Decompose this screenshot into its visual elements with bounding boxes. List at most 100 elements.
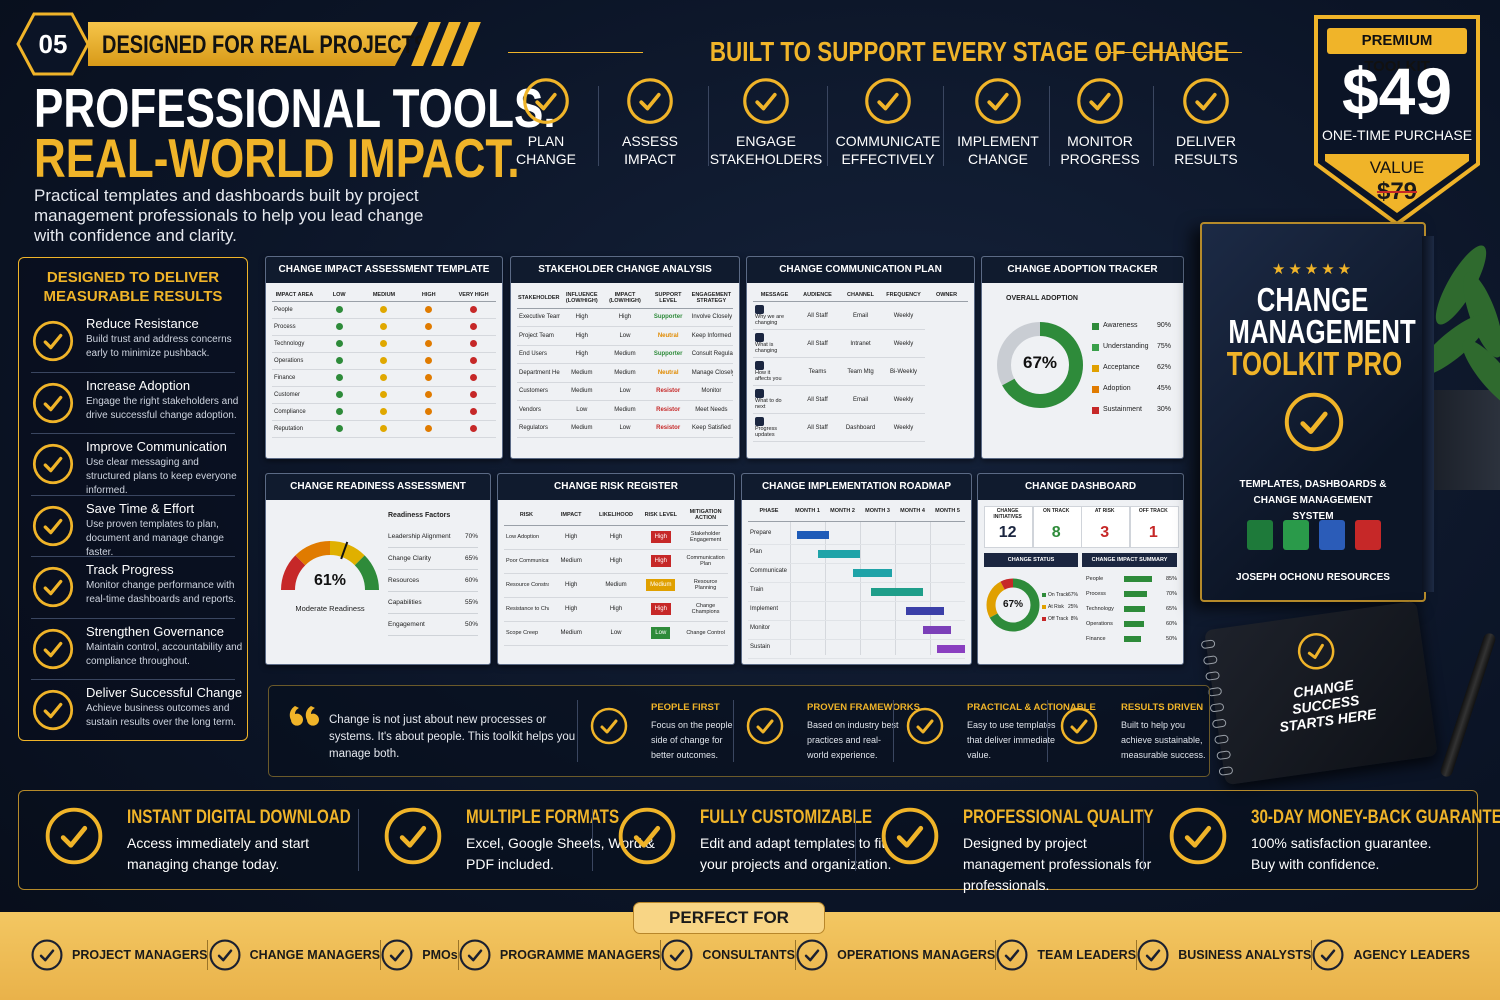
legend-swatch <box>1092 386 1099 393</box>
stage-divider <box>598 86 599 166</box>
stage-label: PROGRESS <box>1060 151 1140 167</box>
rating-dot <box>425 407 433 415</box>
audience-item: PROJECT MANAGERS <box>30 938 207 972</box>
icon-ring <box>32 566 74 608</box>
gauge-marker <box>340 541 349 560</box>
cell: Intranet <box>839 329 882 359</box>
cell: All Staff <box>796 413 839 443</box>
book-title-text: CHANGE <box>1257 281 1369 318</box>
cell: High <box>548 573 594 598</box>
support-cell: Neutral <box>646 363 690 383</box>
table-row: How it affects you Teams Team Mtg Bi-Weekly <box>753 357 968 387</box>
legend-name: Off Track <box>1048 616 1069 622</box>
feature-text: Based on industry best practices and rea… <box>807 720 899 760</box>
rating-dot <box>470 424 478 432</box>
table-row: Department HeadsMediumMediumNeutralManag… <box>517 363 733 383</box>
table-row: Process <box>272 318 496 337</box>
rating-cell <box>406 301 452 320</box>
icon-ring <box>865 78 911 124</box>
headline-text: REAL-WORLD IMPACT. <box>34 127 520 189</box>
column-header: SUPPORT LEVEL <box>646 289 690 309</box>
icon-glyph <box>896 825 924 848</box>
legend-swatch <box>1092 323 1099 330</box>
audience-label: OPERATIONS MANAGERS <box>837 948 996 962</box>
gantt-bar <box>818 550 860 558</box>
icon-ring <box>31 939 63 971</box>
rating-cell <box>316 403 362 422</box>
column-header: MONTH 4 <box>900 508 925 514</box>
level-cell: High <box>638 597 684 622</box>
gantt-bar <box>923 626 951 634</box>
cell: Regulators <box>517 419 561 439</box>
legend-value: 62% <box>1156 364 1171 371</box>
cell-text: Why we are changing <box>755 314 785 327</box>
cell: High <box>593 525 639 550</box>
stage-divider <box>827 86 828 166</box>
pen <box>1439 631 1497 779</box>
template-panel: CHANGE IMPLEMENTATION ROADMAP PHASE MONTH … <box>741 473 972 665</box>
audience-label: CONSULTANTS <box>702 948 796 962</box>
icon <box>746 707 784 745</box>
stage-label: DELIVER <box>1176 133 1236 149</box>
quote-mark <box>289 706 319 726</box>
icon-glyph <box>1307 643 1324 659</box>
icon-ring <box>32 628 74 669</box>
factor-rule <box>388 591 478 592</box>
audience-label: PROGRAMME MANAGERS <box>499 948 661 962</box>
badge-hex <box>16 12 90 76</box>
column-header: IMPACT <box>548 506 594 526</box>
spiral <box>1213 734 1229 745</box>
icon <box>975 78 1021 124</box>
icon-glyph <box>916 719 934 734</box>
row-rule <box>748 601 965 602</box>
row-rule <box>748 563 965 564</box>
table-row: What is changing All Staff Intranet Weekly <box>753 329 968 359</box>
column-header: LOW <box>316 289 362 303</box>
cell: Project Team <box>517 326 561 346</box>
rating-cell <box>406 318 452 337</box>
cell: Why we are changing <box>753 301 796 331</box>
shield-lower <box>1325 154 1469 213</box>
spiral <box>1216 750 1232 761</box>
factor-value: 65% <box>464 555 478 562</box>
impact-bar <box>1124 636 1141 642</box>
rating-dot <box>380 322 388 330</box>
feature-title: RESULTS DRIVEN <box>1121 702 1204 713</box>
feature-divider <box>733 700 734 762</box>
row-icon <box>755 361 764 371</box>
row-label: Technology <box>272 335 317 354</box>
spiral <box>1202 655 1218 666</box>
cell: Stakeholder Engagement <box>683 525 728 550</box>
stage-divider <box>1153 86 1154 166</box>
legend-name: Adoption <box>1103 385 1131 392</box>
rating-dot <box>335 305 343 313</box>
support-cell: Supporter <box>646 308 690 328</box>
legend-name: Awareness <box>1103 322 1138 329</box>
template-panel: CHANGE RISK REGISTER RISK IMPACT LIKELIHOOD… <box>497 473 735 665</box>
column-header: MONTH 5 <box>935 508 960 514</box>
price-value: $79 <box>1376 178 1418 205</box>
legend-value: 8% <box>1070 616 1078 622</box>
price-amount: $49 <box>1341 54 1453 128</box>
column-header: STAKEHOLDER <box>517 289 561 309</box>
cell: Dashboard <box>839 413 882 443</box>
benefit-text: Edit and adapt templates to fit your pro… <box>700 835 892 872</box>
rating-dot <box>470 322 478 330</box>
tile <box>1032 506 1082 548</box>
spiral <box>1205 670 1221 681</box>
rating-cell <box>451 386 496 405</box>
benefit-title: INSTANT DIGITAL DOWNLOAD <box>127 807 407 829</box>
rating-dot <box>425 339 433 347</box>
rating-dot <box>425 305 433 313</box>
impact-name: Process <box>1086 591 1106 597</box>
book-title-accent: TOOLKIT PRO <box>1202 347 1424 380</box>
stage-label: PLAN <box>527 133 565 149</box>
cell: Keep Satisfied <box>689 419 733 439</box>
feature-text: Easy to use templates that deliver immed… <box>967 720 1056 760</box>
audience-row: PROJECT MANAGERS CHANGE MANAGERS PMOs PROGR… <box>30 936 1470 974</box>
icon <box>31 939 63 971</box>
icon-ring <box>384 807 442 865</box>
template-title: CHANGE READINESS ASSESSMENT <box>266 474 490 500</box>
factor-name: Capabilities <box>388 599 422 606</box>
